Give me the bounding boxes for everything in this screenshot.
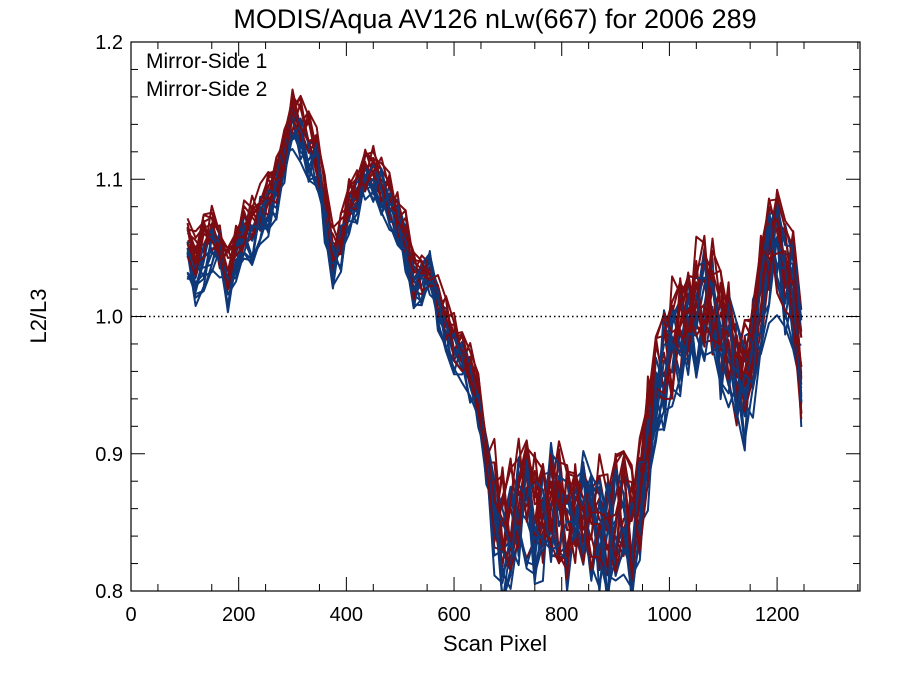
x-tick-label: 1200 xyxy=(755,604,800,626)
y-axis-label: L2/L3 xyxy=(26,288,51,343)
y-tick-label: 1.0 xyxy=(95,307,123,329)
series-line-2 xyxy=(186,110,803,552)
legend-item-mirror-side-2: Mirror-Side 2 xyxy=(146,78,267,101)
axis-ticks xyxy=(130,41,860,592)
y-tick-label: 1.1 xyxy=(95,169,123,191)
x-tick-label: 0 xyxy=(125,604,136,626)
x-tick-label: 600 xyxy=(437,604,470,626)
x-tick-label: 800 xyxy=(545,604,578,626)
legend-item-mirror-side-1: Mirror-Side 1 xyxy=(146,50,267,73)
y-tick-label: 0.9 xyxy=(95,444,123,466)
series-line-1 xyxy=(186,112,803,591)
y-tick-label: 0.8 xyxy=(95,581,123,603)
y-tick-label: 1.2 xyxy=(95,32,123,54)
x-axis-label: Scan Pixel xyxy=(443,631,547,656)
legend: Mirror-Side 1 Mirror-Side 2 xyxy=(146,50,267,101)
plot-frame xyxy=(130,41,861,592)
chart-title: MODIS/Aqua AV126 nLw(667) for 2006 289 xyxy=(233,4,756,34)
x-tick-label: 200 xyxy=(222,604,255,626)
data-traces xyxy=(186,88,803,591)
x-tick-label: 1000 xyxy=(647,604,692,626)
tick-labels: 0 200 400 600 800 1000 1200 0.8 0.9 1.0 1.1 1.2 xyxy=(95,32,799,626)
x-tick-label: 400 xyxy=(330,604,363,626)
series-line-1 xyxy=(186,124,803,591)
